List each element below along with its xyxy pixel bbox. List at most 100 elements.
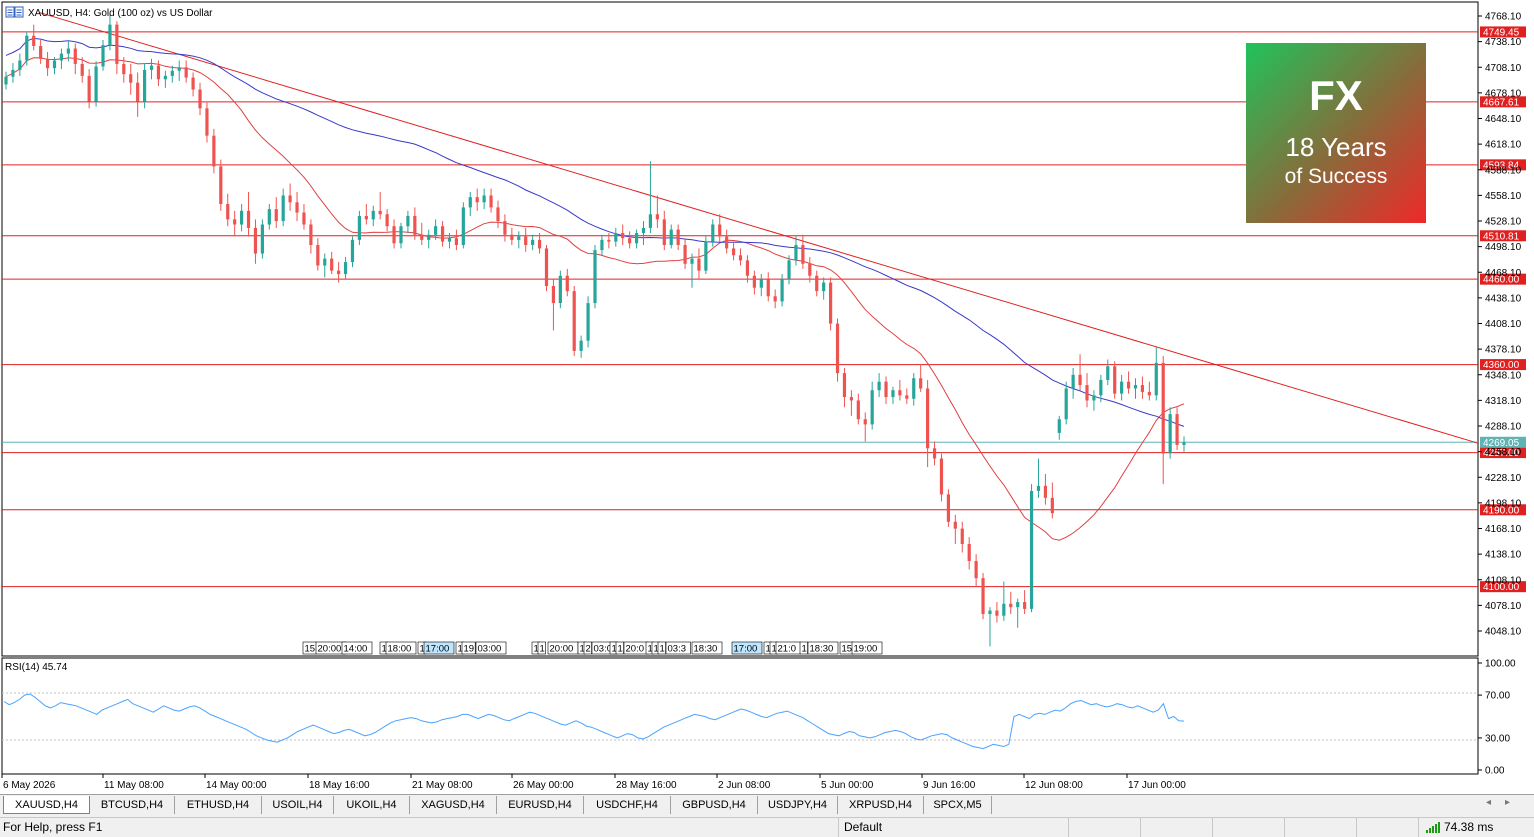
tab-btcusd[interactable]: BTCUSD,H4	[90, 796, 175, 814]
price-tick-label: 4768.10	[1485, 12, 1522, 23]
time-tick-label: 11 May 08:00	[104, 780, 164, 791]
promo-badge[interactable]: FX 18 Years of Success	[1246, 43, 1426, 223]
candle-body	[690, 258, 694, 264]
promo-logo: FX	[1309, 72, 1363, 119]
level-label: 4100.00	[1483, 582, 1520, 593]
candle-body	[856, 400, 860, 420]
candle-body	[759, 279, 763, 288]
ma-slow-line	[5, 37, 1185, 427]
candle-body	[808, 263, 812, 276]
level-tag	[1480, 359, 1526, 371]
candle-body	[600, 239, 604, 251]
candle-body	[489, 195, 493, 208]
candle-body	[226, 204, 230, 220]
candle-body	[995, 610, 999, 616]
candle-body	[420, 234, 424, 240]
connection-icon[interactable]	[1426, 822, 1440, 833]
candle-body	[586, 303, 590, 341]
tab-usdchf[interactable]: USDCHF,H4	[584, 796, 671, 814]
tab-eurusd[interactable]: EURUSD,H4	[497, 796, 584, 814]
rsi-levels	[2, 692, 1478, 741]
candle-body	[731, 248, 736, 256]
tab-ukoil[interactable]: UKOIL,H4	[334, 796, 410, 814]
price-tick-label: 4108.10	[1485, 575, 1522, 586]
price-tick-label: 4528.10	[1485, 217, 1522, 228]
tab-spcx[interactable]: SPCX,M5	[924, 796, 992, 814]
candle-body	[829, 282, 833, 324]
tab-scroll-arrows[interactable]: ◂▸	[1485, 797, 1524, 808]
symbol-menu-icon[interactable]	[5, 6, 24, 18]
price-tick-label: 4558.10	[1485, 191, 1522, 202]
session-label: 14:00	[344, 644, 368, 655]
tab-xrpusd[interactable]: XRPUSD,H4	[838, 796, 924, 814]
session-label: 15	[842, 644, 853, 655]
candle-body	[787, 260, 791, 280]
tab-usdjpy[interactable]: USDJPY,H4	[758, 796, 838, 814]
session-label-box	[423, 641, 455, 655]
level-tag	[1480, 447, 1526, 459]
candle-body	[919, 378, 923, 389]
session-label: 18:30	[694, 644, 718, 655]
time-tick-label: 28 May 16:00	[616, 780, 677, 791]
session-label-box	[475, 641, 507, 655]
session-label: 1	[660, 644, 665, 655]
session-label: 1	[580, 644, 585, 655]
level-tag	[1480, 581, 1526, 593]
candle-body	[718, 224, 722, 237]
candle-body	[1029, 491, 1034, 609]
session-labels: 15 20:00 14:00 1 18:00 1 17:00 1 19 03:00 1 1 20:00 1…	[302, 641, 883, 655]
candlesticks	[4, 14, 1186, 647]
session-label-box	[807, 641, 839, 655]
candle-body	[302, 212, 306, 225]
level-label: 4257.00	[1483, 448, 1520, 459]
tab-xauusd[interactable]: XAUUSD,H4	[3, 796, 90, 814]
downtrend-line[interactable]	[39, 12, 1479, 444]
price-tick-label: 4168.10	[1485, 524, 1522, 535]
candle-body	[912, 378, 916, 399]
candle-body	[295, 202, 299, 213]
price-tick-label: 4648.10	[1485, 114, 1522, 125]
tab-ethusd[interactable]: ETHUSD,H4	[175, 796, 262, 814]
candle-body	[1085, 385, 1089, 401]
candle-body	[496, 207, 500, 222]
horizontal-levels[interactable]: 4749.45 4667.61 4593.84 4510.81 4460.00 4360.…	[2, 26, 1526, 593]
candle-body	[1133, 385, 1138, 389]
candle-body	[939, 458, 944, 495]
session-label: 19	[464, 644, 475, 655]
candle-body	[66, 48, 70, 54]
candle-body	[745, 260, 750, 276]
candle-body	[288, 195, 292, 203]
price-tick-label: 4048.10	[1485, 627, 1522, 638]
session-label-box	[731, 641, 763, 655]
status-profile[interactable]: Default	[844, 820, 883, 834]
tab-xagusd[interactable]: XAGUSD,H4	[410, 796, 497, 814]
session-label: 15	[305, 644, 316, 655]
symbol-tabs: XAUUSD,H4 BTCUSD,H4 ETHUSD,H4 USOIL,H4 U…	[0, 794, 1534, 817]
tab-gbpusd[interactable]: GBPUSD,H4	[671, 796, 758, 814]
candle-body	[1140, 385, 1145, 392]
candle-body	[1009, 603, 1013, 608]
candle-body	[932, 448, 937, 459]
time-tick-label: 6 May 2026	[3, 780, 56, 791]
session-label-box	[665, 641, 691, 655]
trendline[interactable]	[39, 12, 1479, 444]
candle-body	[614, 233, 618, 242]
chart-area[interactable]: 4749.45 4667.61 4593.84 4510.81 4460.00 4360.…	[0, 0, 1534, 794]
status-help: For Help, press F1	[3, 820, 103, 834]
candle-body	[988, 610, 992, 615]
candle-body	[371, 210, 375, 220]
candle-body	[219, 166, 223, 205]
candle-body	[108, 24, 112, 46]
candle-body	[184, 67, 188, 78]
candle-body	[544, 248, 549, 287]
candle-body	[905, 395, 909, 399]
status-bar: For Help, press F1 Default 74.38 ms	[0, 817, 1534, 837]
candle-body	[607, 239, 611, 242]
candle-body	[205, 108, 209, 136]
candle-body	[170, 70, 174, 76]
time-tick-label: 18 May 16:00	[309, 780, 370, 791]
tab-usoil[interactable]: USOIL,H4	[262, 796, 334, 814]
price-tick-label: 4618.10	[1485, 140, 1522, 151]
candle-body	[711, 224, 715, 242]
session-label: 17:00	[734, 644, 758, 655]
